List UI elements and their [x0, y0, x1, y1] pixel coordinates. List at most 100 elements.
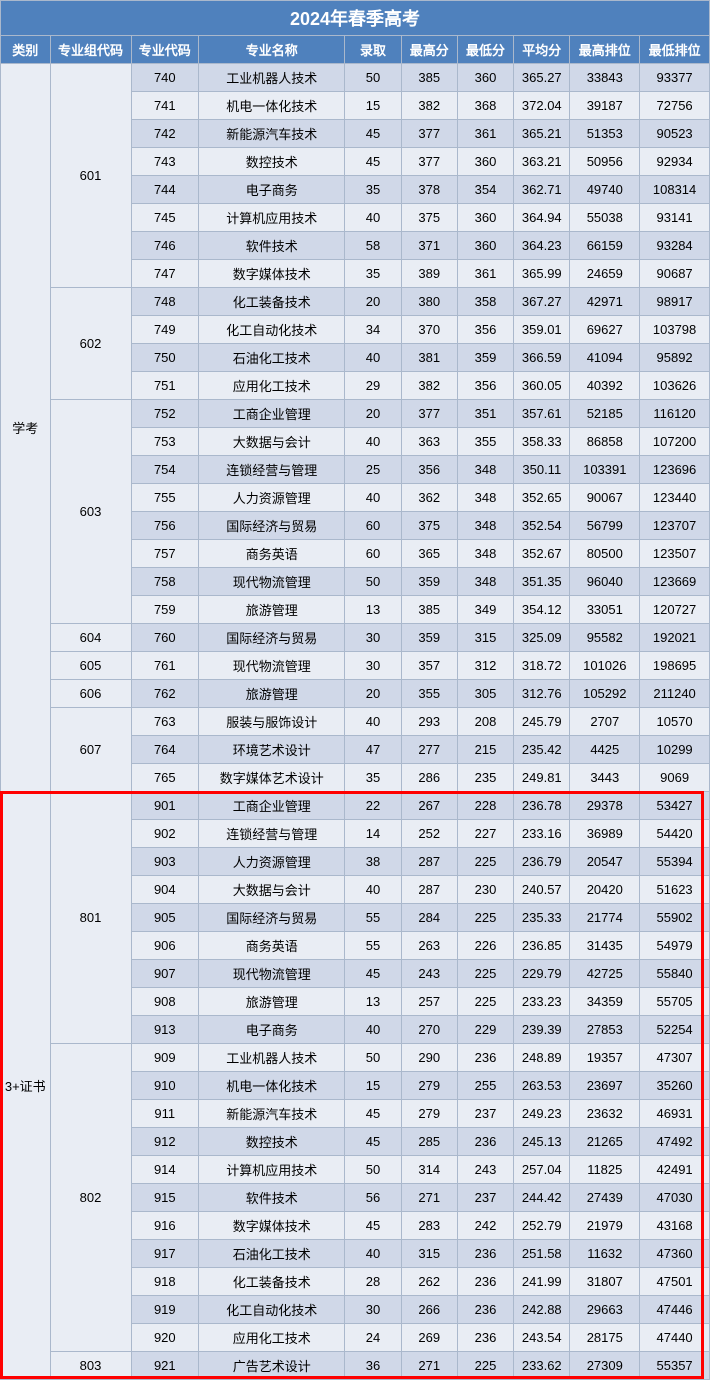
data-cell: 235.33 — [514, 904, 570, 932]
data-cell: 765 — [131, 764, 199, 792]
data-cell: 20420 — [570, 876, 640, 904]
data-cell: 233.23 — [514, 988, 570, 1016]
data-cell: 365.27 — [514, 64, 570, 92]
table-row: 604760国际经济与贸易30359315325.0995582192021 — [1, 624, 710, 652]
data-cell: 39187 — [570, 92, 640, 120]
data-cell: 240.57 — [514, 876, 570, 904]
data-cell: 101026 — [570, 652, 640, 680]
data-cell: 数控技术 — [199, 148, 345, 176]
data-cell: 363 — [401, 428, 457, 456]
data-cell: 数字媒体艺术设计 — [199, 764, 345, 792]
data-cell: 66159 — [570, 232, 640, 260]
data-cell: 42971 — [570, 288, 640, 316]
data-cell: 385 — [401, 64, 457, 92]
table-row: 603752工商企业管理20377351357.6152185116120 — [1, 400, 710, 428]
data-cell: 20 — [345, 680, 401, 708]
data-cell: 50 — [345, 1044, 401, 1072]
table-container: 2024年春季高考 类别 专业组代码 专业代码 专业名称 录取 最高分 最低分 … — [0, 0, 710, 1380]
data-cell: 19357 — [570, 1044, 640, 1072]
data-cell: 21774 — [570, 904, 640, 932]
data-cell: 工业机器人技术 — [199, 64, 345, 92]
data-cell: 93377 — [640, 64, 710, 92]
data-cell: 电子商务 — [199, 1016, 345, 1044]
data-cell: 40 — [345, 344, 401, 372]
data-cell: 30 — [345, 652, 401, 680]
data-cell: 249.23 — [514, 1100, 570, 1128]
data-cell: 49740 — [570, 176, 640, 204]
data-cell: 环境艺术设计 — [199, 736, 345, 764]
data-cell: 56 — [345, 1184, 401, 1212]
data-cell: 248.89 — [514, 1044, 570, 1072]
data-cell: 917 — [131, 1240, 199, 1268]
data-cell: 229 — [457, 1016, 513, 1044]
data-cell: 29378 — [570, 792, 640, 820]
data-cell: 52254 — [640, 1016, 710, 1044]
data-cell: 747 — [131, 260, 199, 288]
data-cell: 236.79 — [514, 848, 570, 876]
data-cell: 27853 — [570, 1016, 640, 1044]
data-cell: 45 — [345, 960, 401, 988]
data-cell: 123707 — [640, 512, 710, 540]
data-cell: 746 — [131, 232, 199, 260]
data-cell: 45 — [345, 1100, 401, 1128]
data-cell: 906 — [131, 932, 199, 960]
data-cell: 236 — [457, 1240, 513, 1268]
data-cell: 石油化工技术 — [199, 1240, 345, 1268]
data-cell: 352.67 — [514, 540, 570, 568]
data-cell: 机电一体化技术 — [199, 92, 345, 120]
data-cell: 902 — [131, 820, 199, 848]
data-cell: 914 — [131, 1156, 199, 1184]
data-cell: 912 — [131, 1128, 199, 1156]
data-cell: 372.04 — [514, 92, 570, 120]
col-min-rank: 最低排位 — [640, 36, 710, 64]
data-cell: 225 — [457, 848, 513, 876]
data-cell: 120727 — [640, 596, 710, 624]
data-cell: 245.13 — [514, 1128, 570, 1156]
data-cell: 55 — [345, 932, 401, 960]
data-cell: 36989 — [570, 820, 640, 848]
data-cell: 287 — [401, 848, 457, 876]
data-cell: 23697 — [570, 1072, 640, 1100]
data-cell: 旅游管理 — [199, 680, 345, 708]
data-cell: 现代物流管理 — [199, 568, 345, 596]
data-cell: 236.85 — [514, 932, 570, 960]
data-cell: 34359 — [570, 988, 640, 1016]
data-cell: 763 — [131, 708, 199, 736]
group-code-cell: 801 — [50, 792, 131, 1044]
data-cell: 910 — [131, 1072, 199, 1100]
data-cell: 36 — [345, 1352, 401, 1380]
data-cell: 378 — [401, 176, 457, 204]
data-cell: 化工装备技术 — [199, 288, 345, 316]
data-cell: 连锁经营与管理 — [199, 820, 345, 848]
table-row: 607763服装与服饰设计40293208245.79270710570 — [1, 708, 710, 736]
data-cell: 现代物流管理 — [199, 652, 345, 680]
data-cell: 15 — [345, 92, 401, 120]
data-cell: 24 — [345, 1324, 401, 1352]
data-cell: 358 — [457, 288, 513, 316]
data-cell: 750 — [131, 344, 199, 372]
data-cell: 751 — [131, 372, 199, 400]
data-cell: 348 — [457, 540, 513, 568]
data-cell: 363.21 — [514, 148, 570, 176]
data-cell: 255 — [457, 1072, 513, 1100]
data-cell: 21265 — [570, 1128, 640, 1156]
data-cell: 225 — [457, 1352, 513, 1380]
data-cell: 756 — [131, 512, 199, 540]
data-cell: 290 — [401, 1044, 457, 1072]
data-cell: 53427 — [640, 792, 710, 820]
data-cell: 743 — [131, 148, 199, 176]
data-cell: 208 — [457, 708, 513, 736]
data-cell: 236.78 — [514, 792, 570, 820]
data-cell: 761 — [131, 652, 199, 680]
data-cell: 908 — [131, 988, 199, 1016]
data-cell: 4425 — [570, 736, 640, 764]
data-cell: 283 — [401, 1212, 457, 1240]
data-cell: 270 — [401, 1016, 457, 1044]
data-cell: 123440 — [640, 484, 710, 512]
data-cell: 103391 — [570, 456, 640, 484]
data-cell: 356 — [401, 456, 457, 484]
data-cell: 35260 — [640, 1072, 710, 1100]
data-cell: 752 — [131, 400, 199, 428]
data-cell: 45 — [345, 1212, 401, 1240]
data-cell: 365.21 — [514, 120, 570, 148]
